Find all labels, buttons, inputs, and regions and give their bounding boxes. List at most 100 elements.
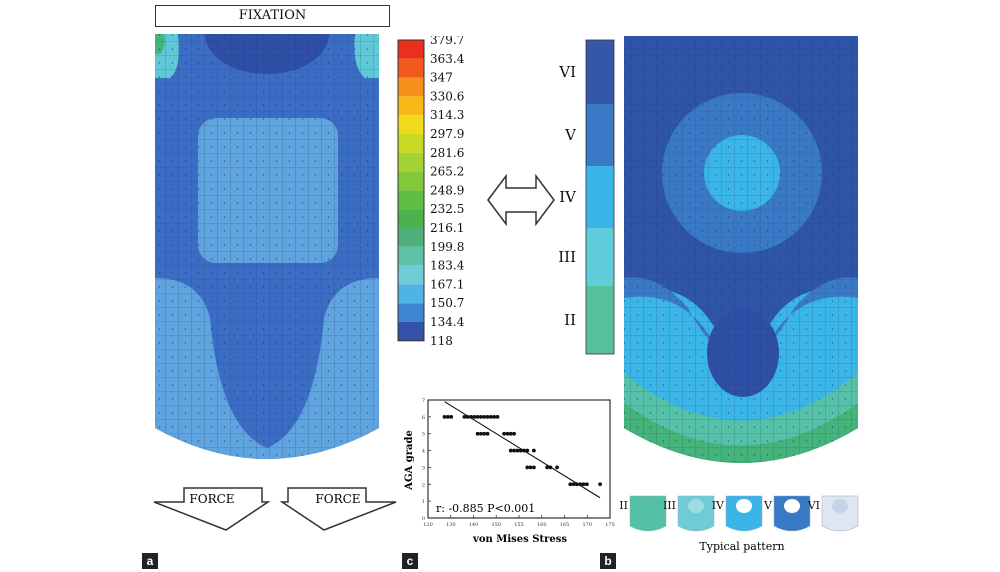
- stress-scale-value: 330.6: [430, 89, 464, 103]
- scatter-point: [545, 465, 550, 470]
- scatter-xtick-label: 160: [537, 522, 547, 528]
- stress-swatch: [398, 152, 424, 172]
- scatter-point: [462, 414, 467, 419]
- stress-scale-value: 281.6: [430, 146, 464, 160]
- scatter-point: [531, 448, 536, 453]
- scatter-point: [571, 482, 576, 487]
- scatter-point: [555, 465, 559, 470]
- scatter-point: [505, 431, 510, 436]
- stress-swatch: [398, 171, 424, 191]
- scatter-chart: 0 1 2 3 4 5 6 7 120 130 140 150 155 160 165 170 175 r: …: [404, 398, 615, 545]
- stress-scale-value: 150.7: [430, 296, 464, 310]
- scatter-xtick-label: 120: [423, 522, 433, 528]
- scatter-point: [479, 414, 483, 419]
- stress-scale-value: 118: [430, 334, 453, 348]
- scatter-xtick-label: 170: [582, 522, 592, 528]
- scatter-ytick-label: 3: [422, 465, 425, 471]
- stress-scale-value: 265.2: [430, 165, 464, 179]
- typical-pattern-grade-label: VI: [807, 499, 820, 512]
- scatter-point: [465, 414, 470, 419]
- typical-pattern-caption: Typical pattern: [699, 540, 784, 553]
- scatter-point: [485, 431, 490, 436]
- force-arrow-left: FORCE: [153, 487, 270, 531]
- force-arrow-right: FORCE: [279, 487, 397, 531]
- typical-pattern-grade-label: V: [763, 499, 773, 512]
- stress-scale-value: 347: [430, 71, 453, 85]
- stress-swatch: [398, 190, 424, 210]
- stress-scale-value: 216.1: [430, 221, 464, 235]
- stress-swatch: [398, 96, 424, 116]
- scatter-point: [475, 431, 480, 436]
- scatter-xtick-label: 140: [469, 522, 479, 528]
- scatter-ylabel: AGA grade: [404, 430, 415, 491]
- stress-scale-value: 363.4: [430, 52, 465, 66]
- scatter-point: [598, 482, 602, 487]
- stress-swatch: [398, 134, 424, 153]
- scatter-point: [531, 465, 536, 470]
- scatter-point: [495, 414, 500, 419]
- aga-contour-model-b: [624, 36, 858, 463]
- scatter-annotation: r: -0.885 P<0.001: [436, 502, 535, 515]
- scatter-point: [568, 482, 573, 487]
- aga-swatch: [586, 40, 614, 104]
- scatter-ytick-label: 6: [422, 415, 425, 421]
- scatter-point: [475, 414, 480, 419]
- typical-pattern-thumbnail: [725, 495, 763, 532]
- scatter-point: [512, 448, 516, 453]
- stress-scale-value: 183.4: [430, 259, 465, 273]
- stress-scale-value: 167.1: [430, 277, 464, 291]
- stress-swatch: [398, 209, 424, 228]
- scatter-xtick-label: 150: [491, 522, 501, 528]
- scatter-point: [512, 431, 516, 436]
- scatter-point: [515, 448, 520, 453]
- fixation-label: FIXATION: [155, 5, 390, 27]
- typical-pattern-grade-label: II: [620, 499, 628, 512]
- scatter-point: [488, 414, 493, 419]
- force-label-left: FORCE: [189, 492, 234, 506]
- stress-swatch: [398, 58, 424, 78]
- aga-grade-label: VI: [558, 63, 576, 81]
- scatter-xtick-label: 175: [605, 522, 615, 528]
- stress-scale-value: 248.9: [430, 183, 464, 197]
- stress-swatch: [398, 265, 424, 285]
- stress-swatch: [398, 246, 424, 266]
- stress-scale-value: 232.5: [430, 202, 464, 216]
- stress-scale-value: 199.8: [430, 240, 464, 254]
- scatter-point: [492, 414, 497, 419]
- scatter-point: [485, 414, 490, 419]
- scatter-point: [502, 431, 507, 436]
- scatter-xlabel: von Mises Stress: [472, 534, 567, 545]
- force-label-right: FORCE: [315, 492, 360, 506]
- typical-pattern-row: II III IV V VI Typical pattern: [620, 495, 859, 553]
- scatter-point: [525, 465, 530, 470]
- scatter-xtick-label: 155: [514, 522, 524, 528]
- panel-label-b: b: [600, 553, 616, 569]
- scatter-point: [528, 465, 533, 470]
- scatter-point: [581, 482, 586, 487]
- aga-swatch: [586, 286, 614, 354]
- scatter-ytick-label: 1: [422, 499, 425, 505]
- aga-grade-label: II: [564, 311, 576, 329]
- scatter-point: [584, 482, 589, 487]
- scatter-point: [479, 431, 483, 436]
- scatter-point: [575, 482, 579, 487]
- scatter-ytick-label: 4: [422, 449, 425, 455]
- panel-label-c: c: [402, 553, 418, 569]
- stress-color-scale: 379.7 363.4 347 330.6 314.3 297.9 281.6 265.2 24…: [397, 36, 465, 348]
- typical-pattern-grade-label: IV: [712, 499, 725, 512]
- scatter-point: [449, 414, 454, 419]
- scatter-point: [482, 414, 487, 419]
- scatter-ytick-label: 2: [422, 482, 425, 488]
- scatter-point: [482, 431, 487, 436]
- stress-contour-model-a: [155, 34, 379, 459]
- scatter-point: [518, 448, 523, 453]
- stress-swatch: [398, 303, 424, 322]
- aga-swatch: [586, 166, 614, 228]
- scatter-ytick-label: 7: [422, 398, 425, 404]
- scatter-xtick-label: 165: [560, 522, 570, 528]
- typical-pattern-thumbnail: [773, 495, 811, 532]
- stress-scale-value: 297.9: [430, 127, 464, 141]
- stress-swatch: [398, 322, 424, 341]
- typical-pattern-thumbnail: [821, 495, 859, 532]
- scatter-point: [522, 448, 526, 453]
